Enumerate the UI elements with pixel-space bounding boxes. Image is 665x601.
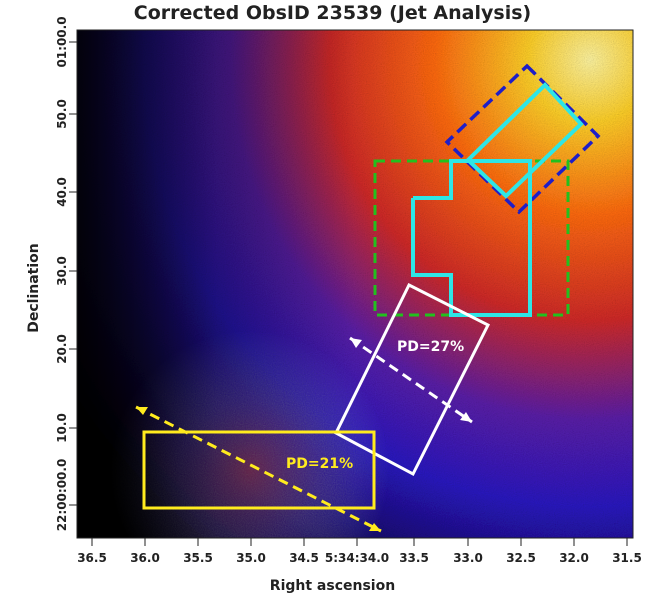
ra-tick-label: 35.0 bbox=[236, 551, 266, 565]
ra-tick-label: 33.0 bbox=[453, 551, 483, 565]
ra-tick-label: 31.5 bbox=[612, 551, 642, 565]
ra-tick-label: 36.0 bbox=[130, 551, 160, 565]
ra-tick-label: 36.5 bbox=[77, 551, 107, 565]
white-region[interactable] bbox=[334, 282, 491, 477]
y-axis-label: Declination bbox=[26, 243, 42, 333]
dec-tick-label: 30.0 bbox=[55, 256, 69, 286]
yellow-polarization-arrow bbox=[135, 405, 382, 533]
plot-frame bbox=[76, 29, 634, 539]
dec-tick-label: 01:00.0 bbox=[55, 16, 69, 67]
xray-image bbox=[77, 30, 633, 538]
ra-tick-label: 32.5 bbox=[506, 551, 536, 565]
yellow-region[interactable] bbox=[142, 430, 376, 510]
ra-axis: 36.5 36.0 35.5 35.0 34.5 5:34:34.0 33.5 … bbox=[77, 538, 642, 565]
ra-tick-label: 34.5 bbox=[289, 551, 319, 565]
white-pd-label: PD=27% bbox=[397, 339, 464, 355]
ra-tick-label: 35.5 bbox=[183, 551, 213, 565]
ra-tick-label: 32.0 bbox=[559, 551, 589, 565]
x-axis-label: Right ascension bbox=[269, 578, 396, 594]
dec-tick-label: 22:00:00.0 bbox=[55, 459, 69, 532]
dec-tick-label: 50.0 bbox=[55, 99, 69, 129]
dec-tick-label: 10.0 bbox=[55, 413, 69, 443]
dec-tick-label: 40.0 bbox=[55, 177, 69, 207]
cyan-region[interactable] bbox=[411, 159, 532, 317]
ra-tick-label: 5:34:34.0 bbox=[325, 551, 389, 565]
dec-axis: 01:00.0 50.0 40.0 30.0 20.0 10.0 22:00:0… bbox=[55, 16, 77, 531]
cyan-rotated-region[interactable] bbox=[465, 82, 584, 199]
ra-tick-label: 33.5 bbox=[399, 551, 429, 565]
blue-dashed-region[interactable] bbox=[444, 63, 601, 215]
white-polarization-arrow bbox=[349, 336, 473, 424]
yellow-pd-label: PD=21% bbox=[286, 456, 353, 472]
figure-title: Corrected ObsID 23539 (Jet Analysis) bbox=[133, 2, 532, 24]
dec-tick-label: 20.0 bbox=[55, 334, 69, 364]
